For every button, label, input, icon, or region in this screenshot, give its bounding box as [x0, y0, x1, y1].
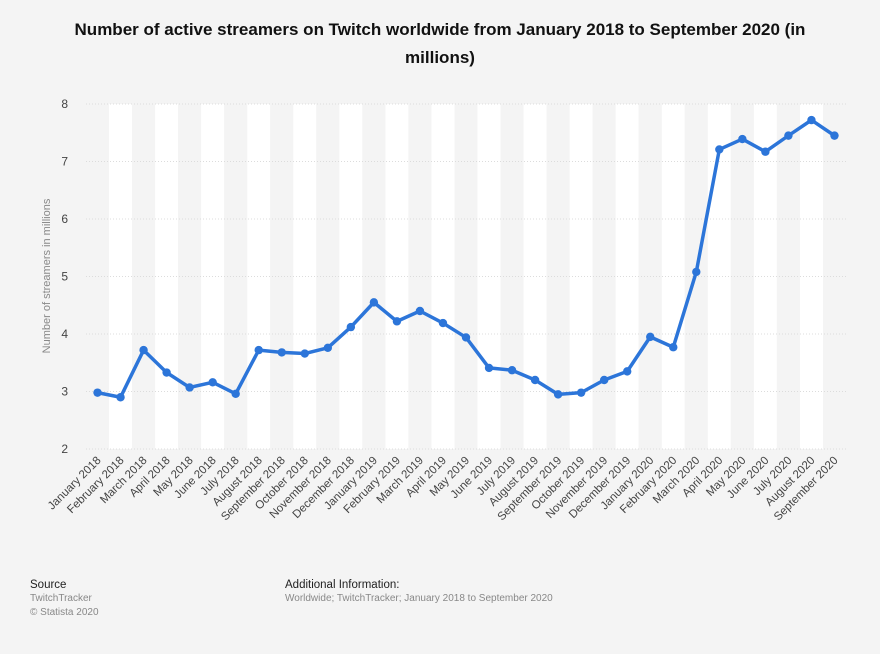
plot-band	[431, 104, 455, 449]
data-point	[300, 349, 309, 358]
source-name[interactable]: TwitchTracker	[30, 593, 92, 604]
data-point	[646, 332, 655, 342]
plot-band	[592, 104, 616, 449]
y-tick-label: 3	[61, 385, 68, 399]
plot-band	[224, 104, 248, 449]
data-point	[139, 345, 148, 355]
plot-band	[753, 104, 777, 449]
copyright[interactable]: © Statista 2020	[30, 607, 99, 618]
plot-band	[661, 104, 685, 449]
data-point	[669, 343, 678, 352]
y-axis-label: Number of streamers in millions	[41, 198, 53, 353]
data-point	[784, 131, 793, 140]
data-point	[392, 317, 402, 326]
data-point	[692, 267, 701, 277]
data-point	[507, 366, 517, 375]
info-text: Worldwide; TwitchTracker; January 2018 t…	[285, 593, 553, 604]
y-tick-label: 7	[61, 155, 68, 169]
chart-title: Number of active streamers on Twitch wor…	[74, 20, 806, 67]
data-point	[738, 134, 747, 144]
data-point	[231, 389, 240, 398]
plot-band	[293, 104, 317, 449]
data-point	[530, 375, 540, 385]
y-tick-label: 5	[61, 270, 68, 284]
data-point	[323, 343, 333, 352]
y-tick-label: 6	[61, 212, 68, 226]
data-point	[461, 333, 471, 342]
plot-band	[546, 104, 570, 449]
y-tick-label: 2	[61, 442, 68, 456]
data-point	[830, 131, 839, 140]
plot-band	[730, 104, 754, 449]
data-point	[715, 145, 724, 154]
plot-band	[109, 104, 133, 449]
data-point	[185, 383, 194, 392]
data-points	[93, 115, 839, 402]
data-point	[369, 298, 379, 307]
source-heading: Source	[30, 579, 67, 591]
data-point	[599, 375, 609, 385]
y-tick-label: 8	[61, 97, 68, 111]
y-tick-label: 4	[61, 327, 68, 341]
plot-band	[362, 104, 386, 449]
data-point	[761, 147, 770, 156]
plot-band	[86, 104, 110, 449]
plot-band	[799, 104, 823, 449]
source-block: Source TwitchTracker © Statista 2020	[30, 578, 99, 620]
data-point	[438, 318, 448, 328]
plot-band	[454, 104, 478, 449]
data-point	[346, 322, 356, 332]
plot-band	[316, 104, 340, 449]
data-point	[576, 388, 586, 397]
data-point	[807, 115, 816, 125]
plot-band	[822, 104, 846, 449]
data-point	[162, 368, 171, 377]
data-point	[116, 393, 125, 402]
data-point	[254, 345, 263, 355]
plot-band	[385, 104, 409, 449]
plot-band	[178, 104, 202, 449]
info-heading[interactable]: Additional Information:	[285, 579, 400, 591]
data-point	[484, 363, 494, 373]
data-point	[208, 378, 217, 387]
data-point	[277, 348, 286, 357]
grid-lines	[86, 103, 846, 450]
plot-band	[155, 104, 179, 449]
data-point	[623, 367, 632, 376]
data-point	[415, 306, 425, 316]
data-point	[93, 388, 102, 397]
data-point	[553, 390, 563, 399]
y-tick-labels: 2 3 4 5 6 7 8	[61, 97, 68, 456]
info-block: Additional Information: Worldwide; Twitc…	[285, 578, 553, 606]
plot-band	[523, 104, 547, 449]
